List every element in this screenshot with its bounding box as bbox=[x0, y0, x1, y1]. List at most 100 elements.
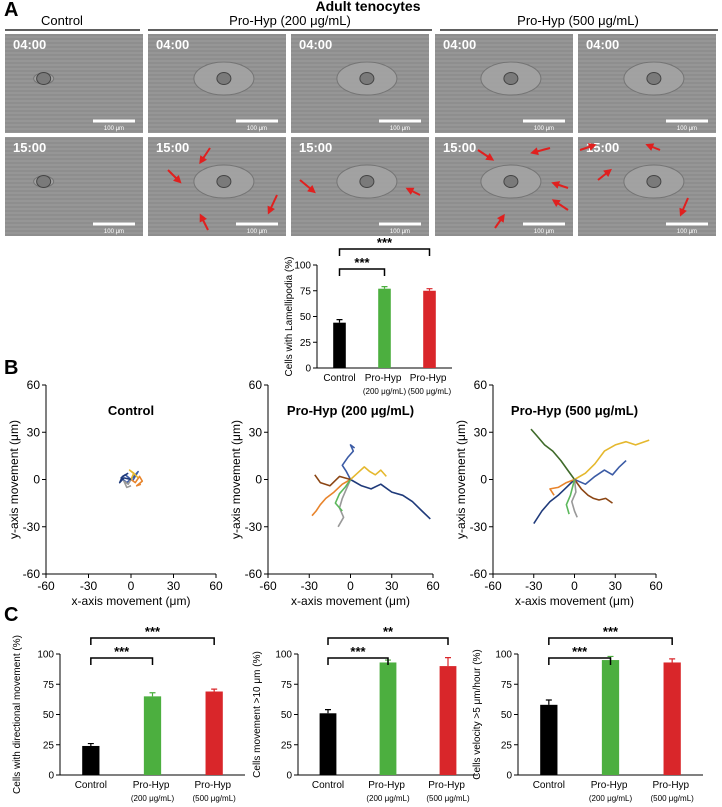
x-tick-label: -30 bbox=[80, 579, 98, 593]
x-tick-label: Control bbox=[323, 373, 355, 384]
time-label: 15:00 bbox=[299, 140, 332, 155]
y-tick-label: -30 bbox=[245, 520, 263, 534]
x-tick-label: Control bbox=[312, 780, 344, 791]
error-bar bbox=[87, 742, 94, 746]
trajectory bbox=[349, 466, 387, 481]
cell-nucleus bbox=[503, 175, 519, 189]
error-bar bbox=[211, 688, 218, 692]
arrow-head bbox=[551, 181, 561, 189]
cell-nucleus bbox=[36, 72, 52, 86]
cell-nucleus bbox=[646, 175, 662, 189]
error-bar bbox=[669, 658, 676, 663]
significance-bracket bbox=[327, 657, 389, 665]
scale-label: 100 μm bbox=[104, 126, 124, 132]
x-tick-line: Pro-Hyp bbox=[365, 373, 404, 384]
y-tick-label: 0 bbox=[480, 473, 487, 487]
x-tick-label: Pro-Hyp (500 μg/mL) bbox=[408, 373, 452, 396]
error-bar bbox=[445, 657, 451, 667]
x-tick-label: Pro-Hyp (200 μg/mL) bbox=[363, 373, 407, 396]
bar bbox=[379, 662, 397, 775]
error-bar bbox=[325, 709, 331, 714]
significance-bracket bbox=[338, 248, 431, 256]
x-tick-label: 60 bbox=[649, 579, 663, 593]
bar bbox=[333, 322, 346, 368]
y-tick-label: 0 bbox=[286, 771, 292, 782]
x-tick-line: Pro-Hyp bbox=[428, 780, 467, 791]
x-tick-line: Pro-Hyp bbox=[368, 780, 407, 791]
y-tick-label: 25 bbox=[43, 740, 55, 751]
time-label: 04:00 bbox=[156, 37, 189, 52]
x-tick-line: (200 μg/mL) bbox=[131, 794, 175, 803]
y-tick-label: 50 bbox=[300, 312, 312, 323]
x-tick-label: Pro-Hyp (500 μg/mL) bbox=[426, 780, 470, 803]
time-label: 04:00 bbox=[443, 37, 476, 52]
significance-bracket bbox=[548, 657, 612, 665]
trajectory bbox=[118, 472, 132, 484]
micrograph bbox=[5, 137, 143, 236]
y-tick-label: 30 bbox=[249, 425, 263, 439]
x-tick-label: Pro-Hyp (200 μg/mL) bbox=[366, 780, 410, 803]
trajectory bbox=[350, 478, 431, 520]
cell-nucleus bbox=[503, 72, 519, 86]
bar bbox=[601, 660, 620, 775]
micrograph bbox=[5, 34, 143, 133]
heading: Adult tenocytes bbox=[315, 0, 420, 14]
trajectory bbox=[549, 478, 575, 496]
y-tick-label: 0 bbox=[33, 473, 40, 487]
time-label: 15:00 bbox=[13, 140, 46, 155]
y-tick-label: 75 bbox=[501, 680, 513, 691]
x-tick-label: Pro-Hyp (500 μg/mL) bbox=[651, 780, 695, 803]
significance-label: *** bbox=[572, 644, 588, 659]
x-axis-label: x-axis movement (μm) bbox=[515, 594, 634, 608]
x-axis-label: x-axis movement (μm) bbox=[291, 594, 410, 608]
x-tick-line: (500 μg/mL) bbox=[193, 794, 237, 803]
cell-nucleus bbox=[646, 72, 662, 86]
y-tick-label: -30 bbox=[470, 520, 488, 534]
x-tick-label: -30 bbox=[301, 579, 319, 593]
y-tick-label: 75 bbox=[43, 680, 55, 691]
arrow-head bbox=[551, 199, 561, 207]
x-tick-line: Pro-Hyp bbox=[410, 373, 449, 384]
scale-label: 100 μm bbox=[104, 229, 124, 235]
cell-nucleus bbox=[359, 175, 375, 189]
y-tick-label: 100 bbox=[294, 261, 311, 272]
y-tick-label: 50 bbox=[281, 710, 293, 721]
arrow-head bbox=[587, 143, 597, 151]
chart-title: Control bbox=[108, 403, 154, 418]
y-tick-label: 0 bbox=[506, 771, 512, 782]
significance-bracket bbox=[327, 637, 449, 645]
panel-letter: B bbox=[4, 357, 18, 379]
trajectory bbox=[574, 439, 650, 481]
y-tick-label: 75 bbox=[281, 680, 293, 691]
chart-title: Pro-Hyp (500 μg/mL) bbox=[511, 403, 638, 418]
x-tick-label: -60 bbox=[37, 579, 55, 593]
significance-label: *** bbox=[603, 624, 619, 639]
time-label: 15:00 bbox=[586, 140, 619, 155]
significance-label: ** bbox=[383, 624, 394, 639]
trajectory bbox=[128, 469, 139, 480]
bar bbox=[540, 704, 558, 775]
arrow-head bbox=[307, 185, 316, 194]
x-tick-label: Pro-Hyp (500 μg/mL) bbox=[193, 780, 237, 803]
arrow-head bbox=[199, 155, 207, 165]
x-tick-label: 0 bbox=[128, 579, 135, 593]
x-tick-label: 60 bbox=[209, 579, 223, 593]
trajectory bbox=[337, 479, 352, 528]
y-tick-label: 100 bbox=[37, 650, 54, 661]
trajectory bbox=[533, 478, 576, 525]
bar bbox=[82, 745, 100, 775]
trajectory bbox=[565, 479, 576, 515]
x-tick-label: -60 bbox=[484, 579, 502, 593]
bar bbox=[423, 290, 436, 368]
trajectory bbox=[311, 478, 351, 517]
x-tick-line: (200 μg/mL) bbox=[366, 794, 410, 803]
bar bbox=[205, 691, 223, 775]
y-axis-label: Cells with Lamellipodia (%) bbox=[284, 256, 295, 376]
trajectory bbox=[314, 474, 351, 487]
x-tick-line: Pro-Hyp bbox=[194, 780, 233, 791]
y-tick-label: 50 bbox=[43, 710, 55, 721]
time-label: 04:00 bbox=[586, 37, 619, 52]
x-tick-label: 0 bbox=[571, 579, 578, 593]
y-tick-label: 60 bbox=[27, 378, 41, 392]
